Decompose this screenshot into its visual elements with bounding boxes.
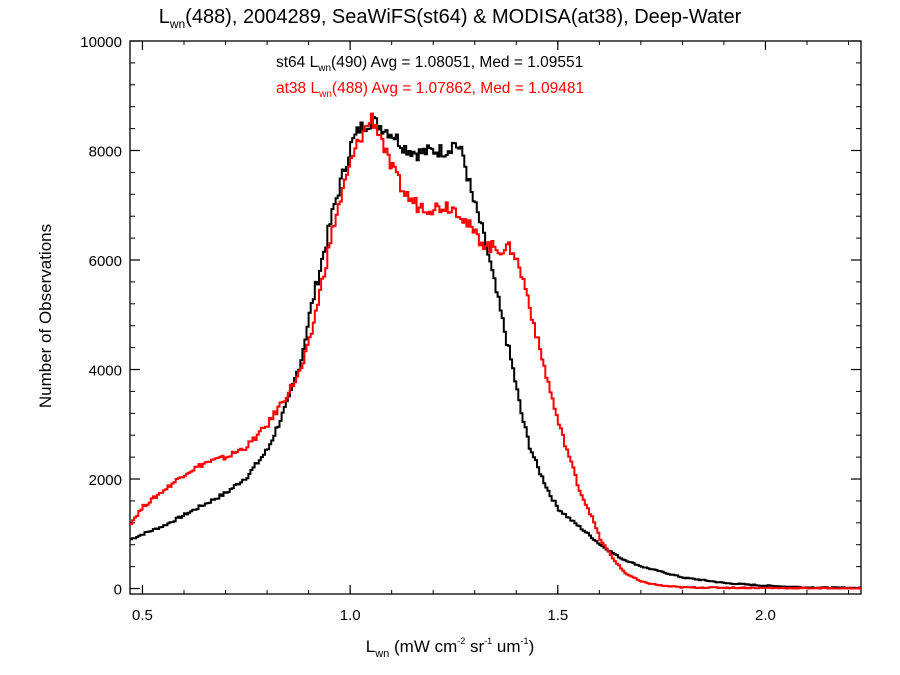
title-prefix: L — [158, 6, 170, 28]
legend-2-post: (488) Avg = 1.07862, Med = 1.09481 — [331, 80, 585, 97]
y-tick-label: 4000 — [89, 363, 122, 380]
xlabel-sup1: -2 — [457, 636, 466, 646]
xlabel-mid3: um — [492, 637, 521, 656]
x-tick-label: 2.0 — [755, 607, 776, 624]
xlabel-sub: wn — [375, 648, 390, 660]
x-tick-label: 0.5 — [132, 607, 153, 624]
legend-1-sub: wn — [318, 63, 332, 74]
axis-ticks: 0.5 1.0 1.5 2.0 0 2000 4000 6000 8000 10000 — [80, 34, 861, 624]
x-tick-label: 1.0 — [340, 607, 361, 624]
y-tick-label: 8000 — [89, 144, 122, 161]
title-rest: (488), 2004289, SeaWiFS(st64) & MODISA(a… — [185, 6, 742, 28]
y-tick-label: 6000 — [89, 253, 122, 270]
y-tick-label: 2000 — [89, 472, 122, 489]
y-tick-label: 10000 — [80, 34, 122, 51]
series-group — [130, 112, 861, 590]
title-subscript: wn — [169, 17, 186, 31]
y-axis-label: Number of Observations — [36, 223, 55, 409]
xlabel-mid2: sr — [465, 637, 485, 656]
xlabel-pre: L — [365, 637, 376, 656]
series-line-at38 — [130, 112, 861, 590]
legend-2-pre: at38 L — [276, 80, 320, 97]
x-tick-label: 1.5 — [547, 607, 568, 624]
xlabel-sup3: -1 — [520, 636, 529, 646]
x-axis-label: Lwn (mW cm-2 sr-1 um-1) — [0, 636, 900, 660]
plot-frame — [129, 40, 862, 595]
xlabel-mid1: (mW cm — [389, 637, 458, 656]
y-tick-label: 0 — [114, 582, 122, 599]
legend-2-sub: wn — [319, 89, 332, 100]
legend-entry-st64: st64 Lwn(490) Avg = 1.08051, Med = 1.095… — [276, 54, 583, 74]
series-line-st64 — [130, 116, 861, 590]
legend-entry-at38: at38 Lwn(488) Avg = 1.07862, Med = 1.094… — [276, 80, 584, 100]
legend-1-post: (490) Avg = 1.08051, Med = 1.09551 — [331, 54, 584, 71]
xlabel-post: ) — [528, 637, 535, 656]
xlabel-sup2: -1 — [484, 636, 493, 646]
chart-title: Lwn(488), 2004289, SeaWiFS(st64) & MODIS… — [0, 6, 900, 31]
legend-1-pre: st64 L — [276, 54, 319, 71]
